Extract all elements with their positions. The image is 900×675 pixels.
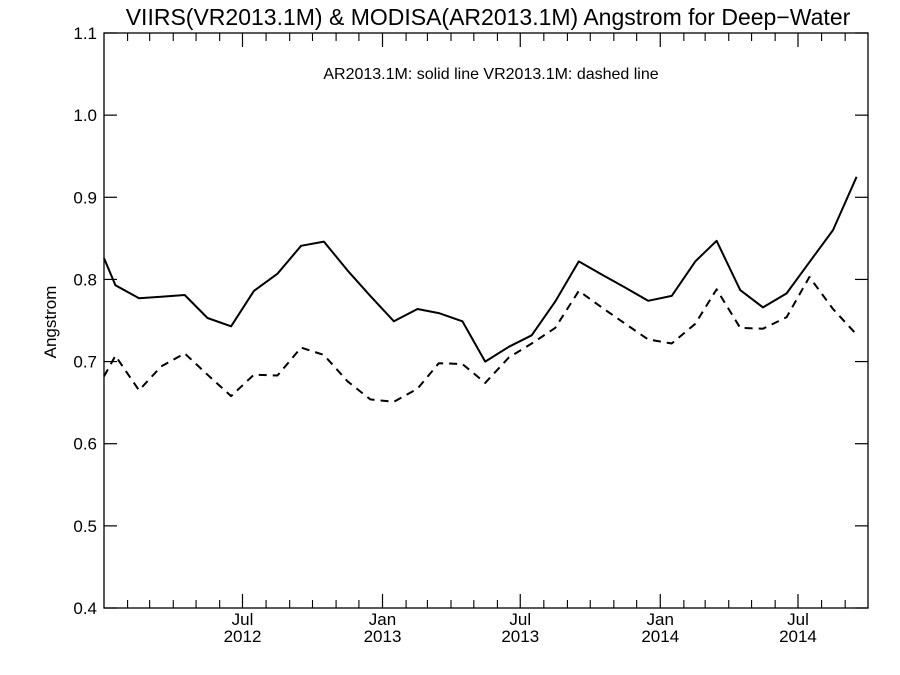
y-tick-label: 0.7 (73, 353, 97, 372)
x-tick-label-month: Jul (509, 610, 531, 629)
series-line-dashed (103, 276, 858, 403)
x-tick-label-year: 2014 (641, 627, 679, 646)
line-style-annotation: AR2013.1M: solid line VR2013.1M: dashed … (323, 66, 658, 83)
chart-title: VIIRS(VR2013.1M) & MODISA(AR2013.1M) Ang… (126, 4, 851, 30)
y-tick-label: 0.6 (73, 435, 97, 454)
y-tick-label: 1.0 (73, 106, 97, 125)
x-tick-label-month: Jul (232, 610, 254, 629)
x-tick-label-year: 2012 (224, 627, 262, 646)
x-tick-label-month: Jan (369, 610, 396, 629)
y-tick-label: 0.9 (73, 188, 97, 207)
series-line-solid (103, 176, 858, 363)
x-tick-label-month: Jul (787, 610, 809, 629)
y-tick-label: 1.1 (73, 24, 97, 43)
plot-frame (103, 32, 869, 609)
x-tick-label-year: 2013 (501, 627, 539, 646)
series-layer (103, 176, 858, 403)
x-tick-label-year: 2013 (364, 627, 402, 646)
y-tick-label: 0.5 (73, 517, 97, 536)
x-tick-label-year: 2014 (779, 627, 817, 646)
x-tick-label-month: Jan (647, 610, 674, 629)
y-tick-label: 0.8 (73, 270, 97, 289)
y-axis-label: Angstrom (41, 286, 60, 359)
y-tick-label: 0.4 (73, 599, 97, 618)
axes-layer: 0.40.50.60.70.80.91.01.1Jul2012Jan2013Ju… (73, 24, 868, 646)
